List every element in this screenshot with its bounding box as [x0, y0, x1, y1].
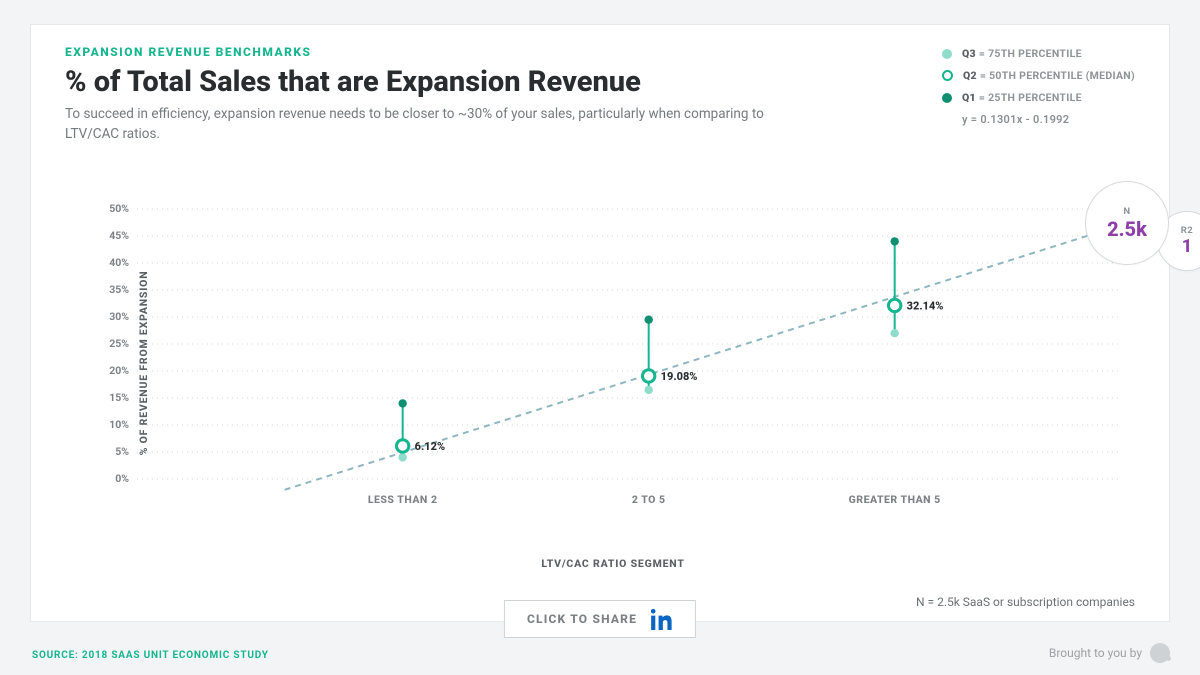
- legend-dot-q1: [942, 93, 952, 103]
- y-tick: 0%: [115, 472, 129, 485]
- legend: Q3 = 75TH PERCENTILE Q2 = 50TH PERCENTIL…: [942, 45, 1135, 144]
- q2-ring: [396, 440, 408, 452]
- y-tick: 45%: [109, 229, 129, 242]
- trendline: [285, 225, 1121, 490]
- source-line: SOURCE: 2018 SAAS UNIT ECONOMIC STUDY: [32, 650, 269, 661]
- x-tick: GREATER THAN 5: [849, 493, 941, 506]
- eyebrow: EXPANSION REVENUE BENCHMARKS: [65, 45, 785, 59]
- header-left: EXPANSION REVENUE BENCHMARKS % of Total …: [65, 45, 785, 144]
- x-axis-title: LTV/CAC RATIO SEGMENT: [91, 557, 1135, 570]
- stat-n: N 2.5k: [1085, 181, 1169, 265]
- header-row: EXPANSION REVENUE BENCHMARKS % of Total …: [65, 45, 1135, 144]
- brought-by: Brought to you by: [1049, 643, 1170, 663]
- y-tick: 40%: [109, 256, 129, 269]
- y-tick: 15%: [109, 391, 129, 404]
- x-tick: LESS THAN 2: [368, 493, 438, 506]
- chart: % OF REVENUE FROM EXPANSION 0% 5% 10% 15% 20…: [91, 203, 1135, 523]
- page-title: % of Total Sales that are Expansion Reve…: [65, 65, 785, 99]
- q3-dot: [890, 329, 898, 337]
- share-button[interactable]: CLICK TO SHARE: [504, 600, 696, 638]
- legend-q1: Q1 = 25TH PERCENTILE: [942, 91, 1135, 104]
- legend-dot-q3: [942, 49, 952, 59]
- q2-label: 19.08%: [661, 370, 698, 383]
- chart-card: EXPANSION REVENUE BENCHMARKS % of Total …: [30, 24, 1170, 622]
- y-tick: 10%: [109, 418, 129, 431]
- legend-equation: y = 0.1301x - 0.1992: [942, 113, 1135, 126]
- y-tick: 35%: [109, 283, 129, 296]
- q2-ring: [888, 299, 900, 311]
- q2-label: 6.12%: [415, 440, 445, 453]
- legend-q2: Q2 = 50TH PERCENTILE (MEDIAN): [942, 69, 1135, 82]
- q1-dot: [398, 399, 406, 407]
- chart-svg: 0% 5% 10% 15% 20% 25% 30% 35% 40% 45% 50% LESS THAN…: [91, 203, 1131, 513]
- share-label: CLICK TO SHARE: [527, 612, 637, 626]
- y-tick: 5%: [115, 445, 129, 458]
- y-tick: 25%: [109, 337, 129, 350]
- legend-q3: Q3 = 75TH PERCENTILE: [942, 47, 1135, 60]
- y-tick: 50%: [109, 203, 129, 215]
- q1-dot: [644, 316, 652, 324]
- subtitle: To succeed in efficiency, expansion reve…: [65, 105, 785, 144]
- q2-ring: [642, 370, 654, 382]
- linkedin-icon: [651, 608, 673, 630]
- x-tick: 2 TO 5: [632, 493, 666, 506]
- q2-label: 32.14%: [907, 299, 944, 312]
- y-tick: 30%: [109, 310, 129, 323]
- q3-dot: [644, 386, 652, 394]
- footnote: N = 2.5k SaaS or subscription companies: [916, 595, 1135, 609]
- legend-ring-q2: [942, 70, 953, 81]
- q3-dot: [398, 453, 406, 461]
- y-axis-title: % OF REVENUE FROM EXPANSION: [137, 271, 150, 456]
- y-tick: 20%: [109, 364, 129, 377]
- q1-dot: [890, 237, 898, 245]
- brand-icon: [1150, 643, 1170, 663]
